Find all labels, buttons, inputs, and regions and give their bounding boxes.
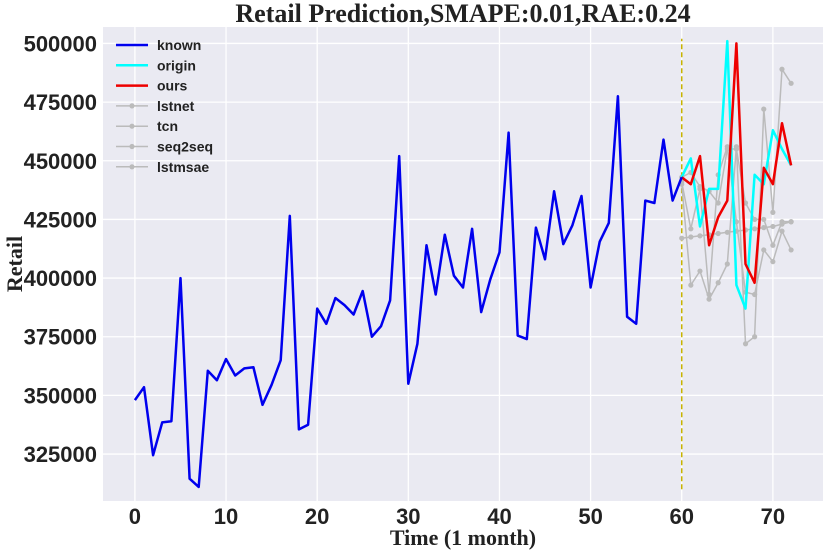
data-point-lstnet [688,282,694,288]
y-tick-label: 325000 [24,442,97,467]
x-tick-label: 0 [129,504,141,529]
data-point-lstmsae [752,216,758,223]
x-tick-label: 30 [396,504,420,529]
legend-marker [129,103,135,109]
data-point-lstmsae [770,242,776,248]
data-point-lstnet [779,66,785,72]
y-tick-labels: 325000 350000 375000 400000 425000 450000 4750… [24,31,97,467]
y-tick-label: 475000 [24,90,97,115]
data-point-seq2seq [697,233,703,239]
legend: known origin ours lstnet tcn seq2seq lstmsae [116,37,213,175]
data-point-tcn [752,291,758,298]
data-point-tcn [761,247,767,253]
data-point-lstnet [697,268,703,274]
data-point-seq2seq [688,234,694,240]
series-line-known [133,94,683,489]
legend-label: lstnet [157,98,195,114]
data-point-tcn [770,259,776,265]
series-line-origin [680,39,793,310]
legend-item-lstmsae: lstmsae [116,159,209,175]
data-point-lstnet [761,106,767,112]
data-point-seq2seq [752,226,758,232]
legend-label: known [157,37,201,53]
legend-item-known: known [116,37,201,53]
chart-title: Retail Prediction,SMAPE:0.01,RAE:0.24 [235,0,690,28]
data-point-lstmsae [733,146,740,152]
y-tick-label: 450000 [24,149,97,174]
series-origin [680,39,793,310]
data-point-lstnet [770,209,776,215]
data-point-lstnet [742,341,749,347]
legend-label: tcn [157,118,178,134]
x-tick-label: 10 [214,504,238,529]
x-tick-label: 20 [305,504,329,529]
data-point-lstmsae [697,183,703,190]
legend-item-seq2seq: seq2seq [116,139,213,155]
y-axis-label: Retail [2,236,27,292]
x-tick-label: 40 [487,504,511,529]
x-tick-labels: 0 10 20 30 40 50 60 70 [129,504,785,529]
series-line-ours [680,42,793,285]
y-tick-label: 350000 [24,383,97,408]
legend-item-tcn: tcn [116,118,178,134]
x-axis-label: Time (1 month) [390,525,536,550]
data-point-seq2seq [715,230,721,237]
legend-marker [129,143,135,150]
data-point-seq2seq [770,223,776,230]
series-ours [680,42,793,285]
data-point-lstnet [752,334,758,340]
y-tick-label: 400000 [24,266,97,291]
x-tick-label: 60 [669,504,693,529]
data-point-lstmsae [761,216,767,223]
data-point-lstnet [724,261,730,267]
legend-item-lstnet: lstnet [116,98,195,114]
data-point-lstnet [788,80,794,86]
y-tick-label: 425000 [24,207,97,232]
y-tick-label: 375000 [24,325,97,350]
legend-item-origin: origin [116,57,196,73]
data-point-tcn [688,226,694,232]
data-point-lstnet [715,280,721,286]
y-tick-label: 500000 [24,31,97,56]
legend-label: ours [157,78,188,94]
legend-label: lstmsae [157,159,209,175]
data-point-seq2seq [724,229,730,235]
data-point-tcn [788,247,794,253]
legend-marker [129,123,135,129]
data-point-lstmsae [724,146,730,152]
data-point-seq2seq [679,235,685,241]
plot-background [103,27,823,501]
legend-label: origin [157,57,196,73]
x-tick-label: 70 [761,504,785,529]
data-point-lstnet [706,296,712,302]
data-point-lstmsae [788,219,794,225]
legend-item-ours: ours [116,78,188,94]
legend-marker [129,164,135,170]
data-point-lstmsae [779,219,785,225]
series-layer [133,39,794,489]
data-point-tcn [706,291,712,298]
data-point-tcn [779,228,785,234]
legend-label: seq2seq [157,139,213,155]
x-tick-label: 50 [578,504,602,529]
series-known [133,94,683,489]
data-point-lstmsae [715,200,721,206]
data-point-seq2seq [761,225,767,231]
